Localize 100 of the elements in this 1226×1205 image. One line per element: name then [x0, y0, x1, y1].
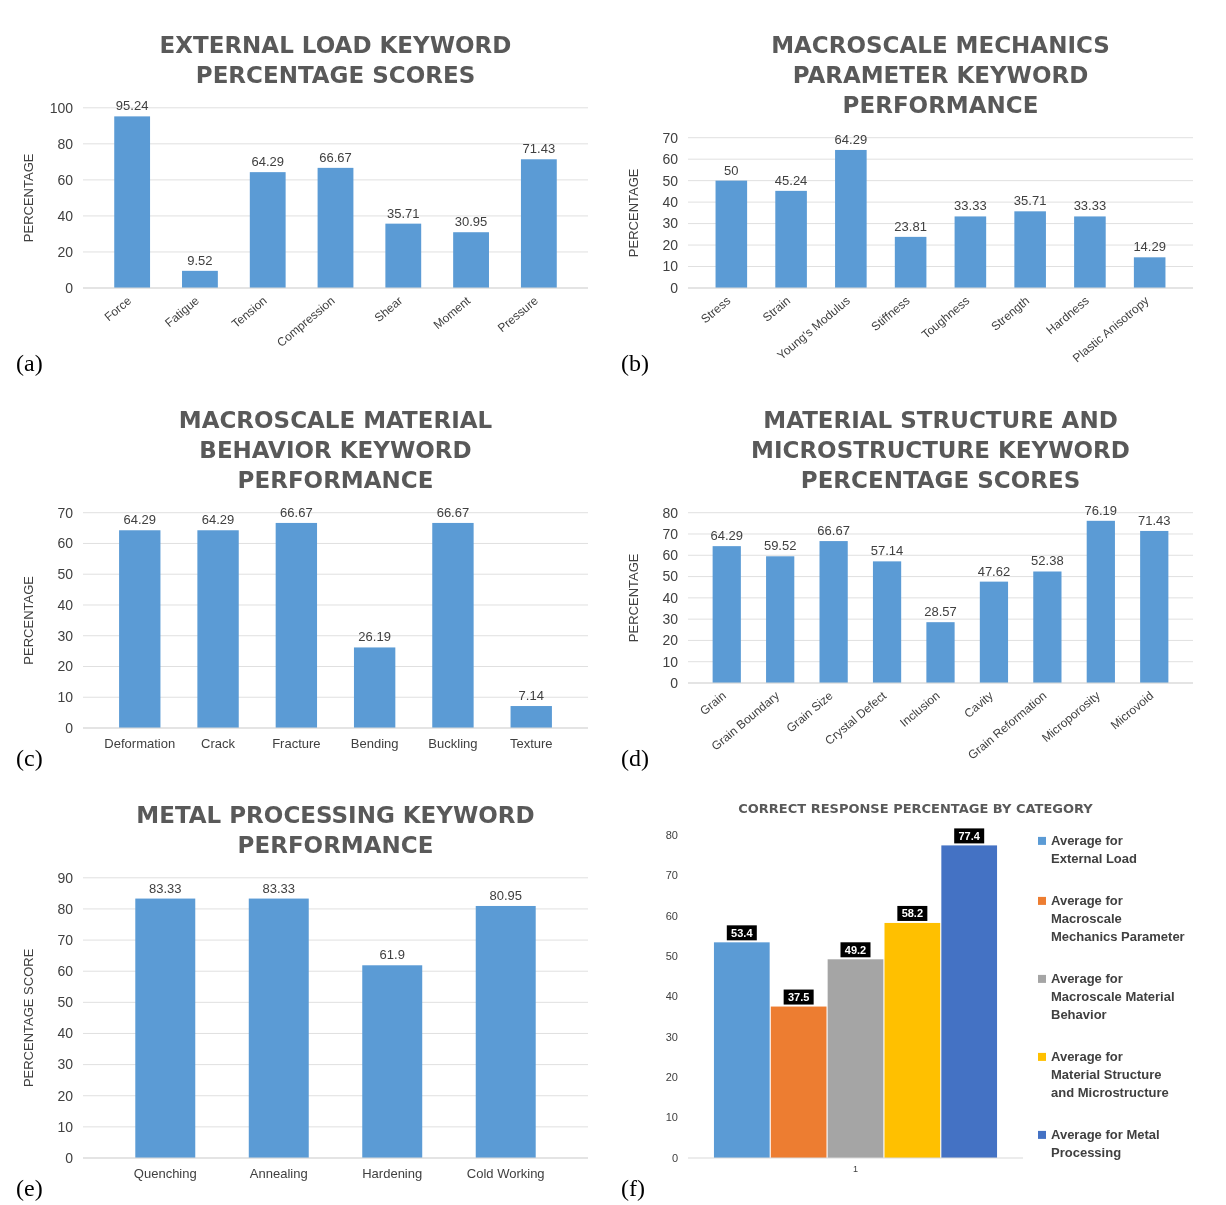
y-tick-label: 0 — [65, 1149, 74, 1166]
y-tick-label: 80 — [662, 504, 679, 521]
text: (e) — [16, 1175, 43, 1201]
bar — [1133, 257, 1166, 288]
y-tick-label: 70 — [57, 931, 74, 948]
y-tick-label: 30 — [57, 1056, 74, 1073]
bar — [766, 556, 795, 683]
data-label: 64.29 — [251, 154, 284, 170]
bar — [894, 236, 927, 288]
chart-title: MACROSCALE MATERIAL BEHAVIOR KEYWORD PERFORMANCE — [178, 407, 493, 493]
bar — [197, 530, 239, 728]
bar — [135, 898, 196, 1158]
legend-label: Average for Macroscale Material Behavior — [1051, 970, 1175, 1022]
bar — [453, 232, 489, 288]
data-label: 35.71 — [1013, 193, 1047, 209]
data-label: 83.33 — [262, 880, 296, 896]
x-tick-label: Cold Working — [466, 1166, 545, 1181]
legend-label: Average for Metal Processing — [1051, 1126, 1160, 1160]
data-label: 45.24 — [774, 172, 808, 188]
y-tick-label: 60 — [662, 151, 679, 168]
y-tick-label: 10 — [665, 1111, 678, 1124]
bar — [1074, 216, 1106, 288]
y-tick-label: 40 — [662, 589, 679, 606]
data-label: 30.95 — [454, 214, 488, 230]
x-tick-label: Crack — [201, 736, 236, 751]
y-tick-label: 70 — [57, 504, 74, 521]
bar — [520, 159, 557, 288]
y-tick-label: 50 — [662, 568, 679, 585]
data-label: 59.52 — [763, 538, 797, 554]
data-label: 64.29 — [123, 512, 157, 528]
x-tick-label: Annealing — [249, 1166, 308, 1181]
y-tick-label: 70 — [662, 525, 679, 542]
y-tick-label: 60 — [665, 909, 678, 922]
data-label: 47.62 — [977, 563, 1011, 579]
y-tick-label: 20 — [57, 658, 74, 675]
y-tick-label: 60 — [57, 535, 74, 552]
data-label: 66.67 — [436, 504, 470, 520]
y-tick-label: 100 — [49, 99, 74, 116]
y-tick-label: 40 — [57, 596, 74, 613]
data-label: 64.29 — [201, 512, 235, 528]
data-label: 77.4 — [958, 829, 981, 842]
bar — [249, 172, 286, 288]
data-label: 49.2 — [844, 943, 867, 956]
bar — [979, 581, 1009, 683]
y-tick-label: 90 — [57, 869, 74, 886]
data-label: 14.29 — [1133, 239, 1166, 255]
data-label: 66.67 — [280, 504, 313, 520]
bar — [954, 216, 987, 288]
data-label: 64.29 — [710, 528, 744, 544]
legend-label: Average for Material Structure and Microstructure — [1051, 1048, 1169, 1100]
x-tick-label: Quenching — [133, 1166, 197, 1181]
y-tick-label: 0 — [670, 674, 679, 691]
chart-title: CORRECT RESPONSE PERCENTAGE BY CATEGORY — [738, 801, 1094, 816]
y-axis-title: PERCENTAGE SCORE — [21, 948, 36, 1088]
y-tick-label: 10 — [57, 1118, 74, 1135]
data-label: 83.33 — [149, 880, 182, 896]
y-axis-title: PERCENTAGE — [626, 168, 641, 258]
data-label: 66.67 — [319, 149, 352, 165]
bar — [475, 905, 536, 1158]
y-tick-label: 10 — [662, 258, 679, 275]
y-tick-label: 50 — [665, 949, 678, 962]
bar — [712, 546, 741, 683]
y-tick-label: 20 — [57, 1087, 74, 1104]
data-label: 23.81 — [894, 218, 927, 234]
y-axis-title: PERCENTAGE — [21, 575, 36, 665]
data-label: 64.29 — [834, 131, 868, 147]
bar — [119, 530, 161, 728]
data-label: 76.19 — [1084, 502, 1118, 518]
bar — [715, 180, 748, 288]
data-label: 66.67 — [817, 523, 850, 539]
x-tick-label: Bending — [350, 736, 399, 751]
bar — [385, 223, 422, 288]
chart-title: MATERIAL STRUCTURE AND MICROSTRUCTURE KEYWORD PERCENTAGE SCORES — [751, 407, 1130, 493]
bar — [182, 270, 218, 288]
y-tick-label: 60 — [57, 171, 74, 188]
y-tick-label: 0 — [671, 1151, 678, 1164]
x-tick-label: 1 — [852, 1164, 859, 1174]
text: (c) — [16, 745, 43, 771]
data-label: 26.19 — [358, 629, 391, 645]
y-tick-label: 40 — [662, 194, 679, 211]
data-label: 53.4 — [731, 926, 754, 939]
data-label: 37.5 — [787, 991, 810, 1004]
y-tick-label: 20 — [662, 236, 679, 253]
x-tick-label: Hardening — [362, 1166, 423, 1181]
bar — [317, 167, 354, 288]
bar — [432, 522, 474, 728]
data-label: 33.33 — [1073, 198, 1107, 214]
text: (d) — [621, 745, 649, 771]
y-tick-label: 0 — [670, 279, 679, 296]
text: (a) — [16, 350, 43, 376]
bar — [1140, 530, 1169, 683]
data-label: 95.24 — [115, 98, 149, 114]
chart-title: EXTERNAL LOAD KEYWORD PERCENTAGE SCORES — [159, 32, 512, 88]
data-label: 9.52 — [187, 252, 213, 268]
y-tick-label: 10 — [57, 689, 74, 706]
y-tick-label: 20 — [57, 243, 74, 260]
data-label: 61.9 — [379, 947, 405, 963]
y-tick-label: 30 — [662, 215, 679, 232]
y-tick-label: 20 — [665, 1071, 678, 1084]
bar — [835, 149, 867, 288]
